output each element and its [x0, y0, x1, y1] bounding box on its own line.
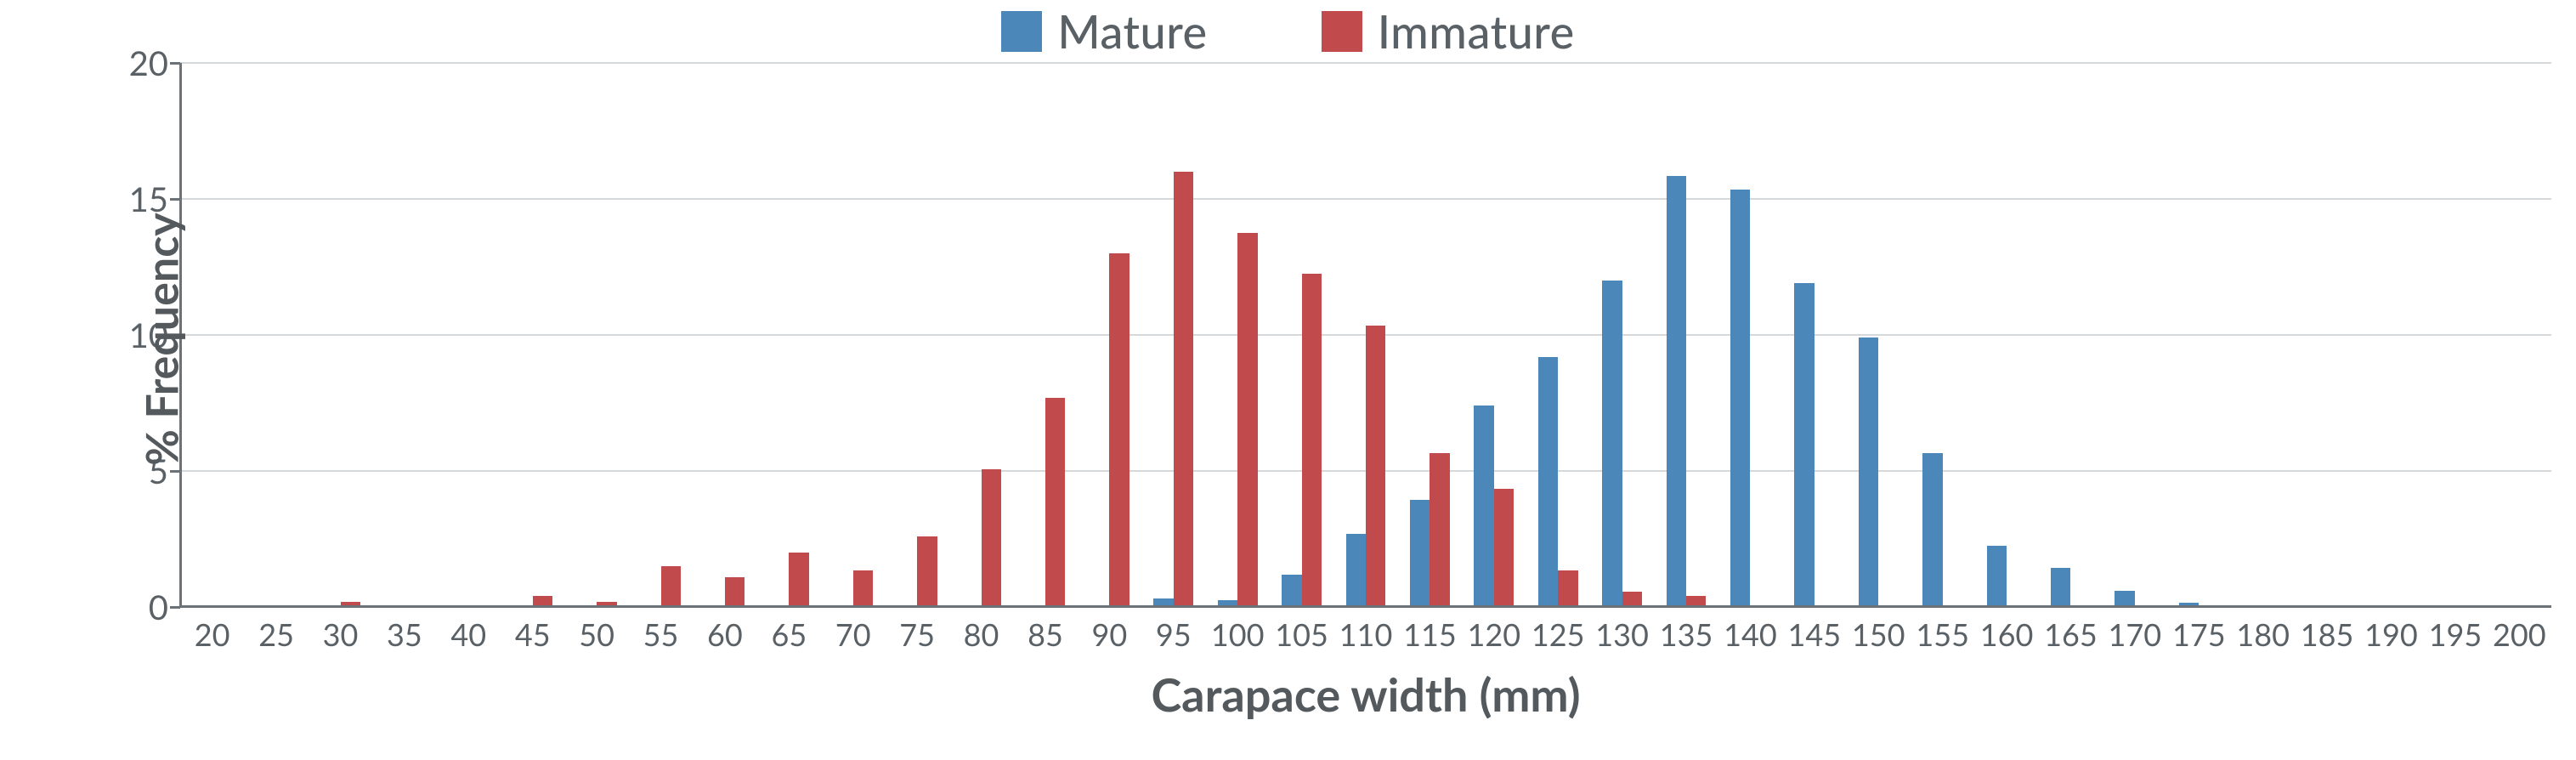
xtick-label: 90: [1091, 615, 1127, 653]
bar: [1494, 489, 1514, 607]
ytick-label: 0: [92, 587, 168, 627]
xtick-label: 155: [1916, 615, 1969, 653]
ytick-label: 20: [92, 43, 168, 83]
xtick-label: 25: [258, 615, 294, 653]
legend-swatch-mature: [1001, 11, 1042, 52]
bar: [1410, 500, 1430, 607]
histogram-chart: Mature Immature 051015202025303540455055…: [0, 0, 2576, 760]
xtick-label: 195: [2429, 615, 2483, 653]
bar: [1602, 281, 1622, 607]
xtick-label: 135: [1660, 615, 1713, 653]
bar: [1174, 172, 1193, 607]
gridline: [180, 62, 2551, 64]
xtick-label: 75: [899, 615, 935, 653]
xtick-label: 80: [964, 615, 999, 653]
legend-swatch-immature: [1322, 11, 1362, 52]
bar: [1430, 453, 1449, 607]
xtick-label: 55: [643, 615, 679, 653]
x-axis-title: Carapace width (mm): [1151, 666, 1580, 722]
xtick-label: 120: [1467, 615, 1520, 653]
xtick-label: 20: [195, 615, 230, 653]
xtick-label: 175: [2172, 615, 2226, 653]
xtick-label: 45: [515, 615, 551, 653]
xtick-label: 30: [323, 615, 359, 653]
bar: [789, 553, 808, 607]
bar: [1302, 274, 1322, 607]
bar: [1237, 233, 1257, 607]
xtick-label: 35: [387, 615, 422, 653]
xtick-label: 60: [707, 615, 743, 653]
xtick-label: 185: [2301, 615, 2354, 653]
bar: [1794, 283, 1814, 607]
xtick-label: 100: [1211, 615, 1265, 653]
bar: [1730, 190, 1750, 607]
bar: [1366, 326, 1385, 607]
xtick-label: 65: [771, 615, 807, 653]
legend-label-mature: Mature: [1057, 3, 1207, 59]
bar: [725, 577, 744, 607]
bar: [917, 536, 937, 607]
bar: [1109, 253, 1129, 607]
bar: [1859, 337, 1878, 607]
xtick-label: 165: [2044, 615, 2098, 653]
bar: [661, 566, 681, 607]
bar: [1474, 406, 1493, 607]
xtick-label: 130: [1595, 615, 1649, 653]
legend-item-mature: Mature: [1001, 3, 1207, 59]
xtick-label: 70: [835, 615, 871, 653]
bar: [853, 570, 873, 607]
bar: [1922, 453, 1942, 607]
gridline: [180, 198, 2551, 200]
xtick-label: 40: [450, 615, 486, 653]
bar: [982, 469, 1001, 607]
xtick-label: 95: [1156, 615, 1192, 653]
xtick-label: 105: [1275, 615, 1328, 653]
bar: [2051, 568, 2070, 607]
xtick-label: 110: [1339, 615, 1393, 653]
xtick-label: 50: [579, 615, 614, 653]
plot-area: 0510152020253035404550556065707580859095…: [180, 63, 2551, 607]
legend-label-immature: Immature: [1378, 3, 1575, 59]
bar: [1045, 398, 1065, 607]
xtick-label: 180: [2236, 615, 2290, 653]
xtick-label: 150: [1852, 615, 1905, 653]
legend: Mature Immature: [0, 3, 2576, 62]
bar: [1538, 357, 1558, 607]
xtick-label: 160: [1980, 615, 2034, 653]
legend-item-immature: Immature: [1322, 3, 1575, 59]
xtick-label: 140: [1724, 615, 1777, 653]
bar: [1987, 546, 2007, 607]
bar: [1346, 534, 1366, 607]
y-axis-title: % Frequency: [136, 213, 189, 465]
x-axis-line: [180, 605, 2551, 608]
xtick-label: 115: [1403, 615, 1457, 653]
xtick-label: 85: [1028, 615, 1063, 653]
bar: [1558, 570, 1577, 607]
xtick-label: 145: [1788, 615, 1842, 653]
xtick-label: 190: [2364, 615, 2418, 653]
bar: [1667, 176, 1686, 607]
bar: [1282, 575, 1301, 607]
xtick-label: 170: [2109, 615, 2162, 653]
xtick-label: 200: [2493, 615, 2546, 653]
xtick-label: 125: [1531, 615, 1585, 653]
